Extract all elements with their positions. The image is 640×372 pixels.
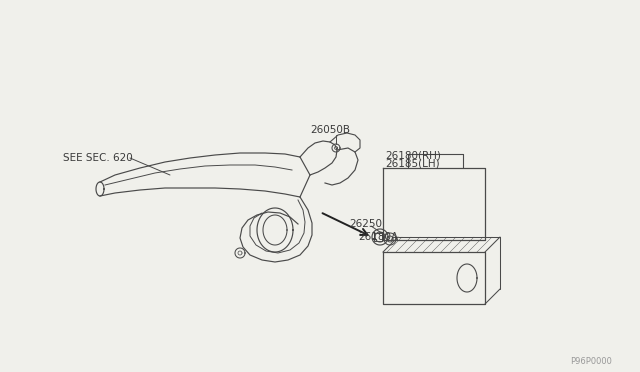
Text: 26050B: 26050B bbox=[310, 125, 350, 135]
Text: 26250: 26250 bbox=[349, 219, 382, 229]
Text: 26185(LH): 26185(LH) bbox=[386, 158, 440, 168]
Text: P96P0000: P96P0000 bbox=[570, 357, 612, 366]
Text: 26180A: 26180A bbox=[358, 232, 398, 242]
Text: SEE SEC. 620: SEE SEC. 620 bbox=[63, 153, 132, 163]
Text: 26180(RH): 26180(RH) bbox=[385, 150, 441, 160]
